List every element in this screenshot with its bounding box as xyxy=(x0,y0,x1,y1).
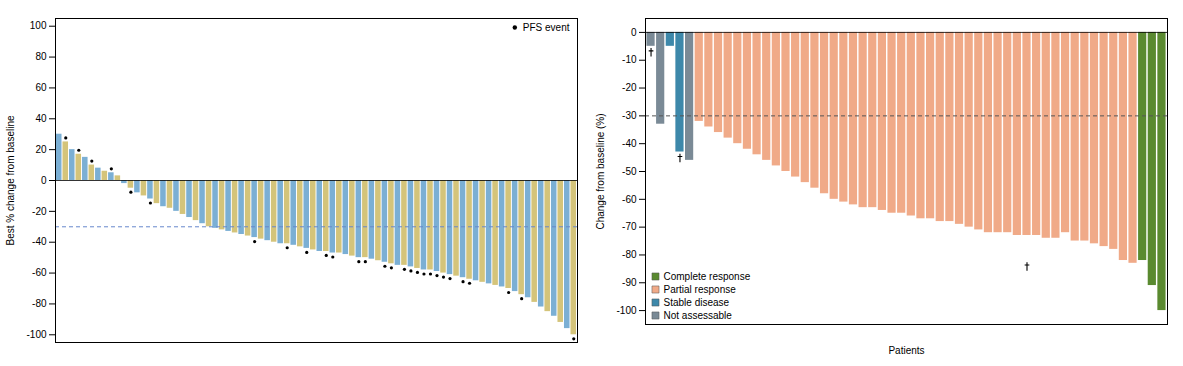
svg-text:0: 0 xyxy=(631,27,637,38)
svg-text:80: 80 xyxy=(35,51,47,62)
svg-text:-90: -90 xyxy=(622,277,637,288)
svg-text:-20: -20 xyxy=(622,82,637,93)
svg-text:100: 100 xyxy=(30,20,47,31)
svg-text:-60: -60 xyxy=(32,267,47,278)
svg-text:Change from baseline (%): Change from baseline (%) xyxy=(595,113,606,229)
svg-text:-10: -10 xyxy=(622,54,637,65)
svg-text:0: 0 xyxy=(41,175,47,186)
svg-text:Partial response: Partial response xyxy=(664,284,737,295)
svg-text:-80: -80 xyxy=(32,298,47,309)
svg-text:Best % change from baseline: Best % change from baseline xyxy=(5,115,16,246)
svg-text:-70: -70 xyxy=(622,221,637,232)
svg-text:-100: -100 xyxy=(26,329,46,340)
svg-text:Patients: Patients xyxy=(888,345,924,356)
svg-text:PFS event: PFS event xyxy=(523,22,570,33)
svg-text:-50: -50 xyxy=(622,166,637,177)
svg-text:Complete response: Complete response xyxy=(664,271,751,282)
svg-text:Stable disease: Stable disease xyxy=(664,297,730,308)
svg-text:-30: -30 xyxy=(622,110,637,121)
svg-text:-20: -20 xyxy=(32,206,47,217)
svg-text:-40: -40 xyxy=(32,236,47,247)
svg-text:Not assessable: Not assessable xyxy=(664,310,733,321)
svg-text:-40: -40 xyxy=(622,138,637,149)
svg-text:-80: -80 xyxy=(622,249,637,260)
svg-text:-60: -60 xyxy=(622,194,637,205)
svg-text:40: 40 xyxy=(35,113,47,124)
svg-text:60: 60 xyxy=(35,82,47,93)
svg-text:20: 20 xyxy=(35,144,47,155)
svg-text:-100: -100 xyxy=(616,305,636,316)
